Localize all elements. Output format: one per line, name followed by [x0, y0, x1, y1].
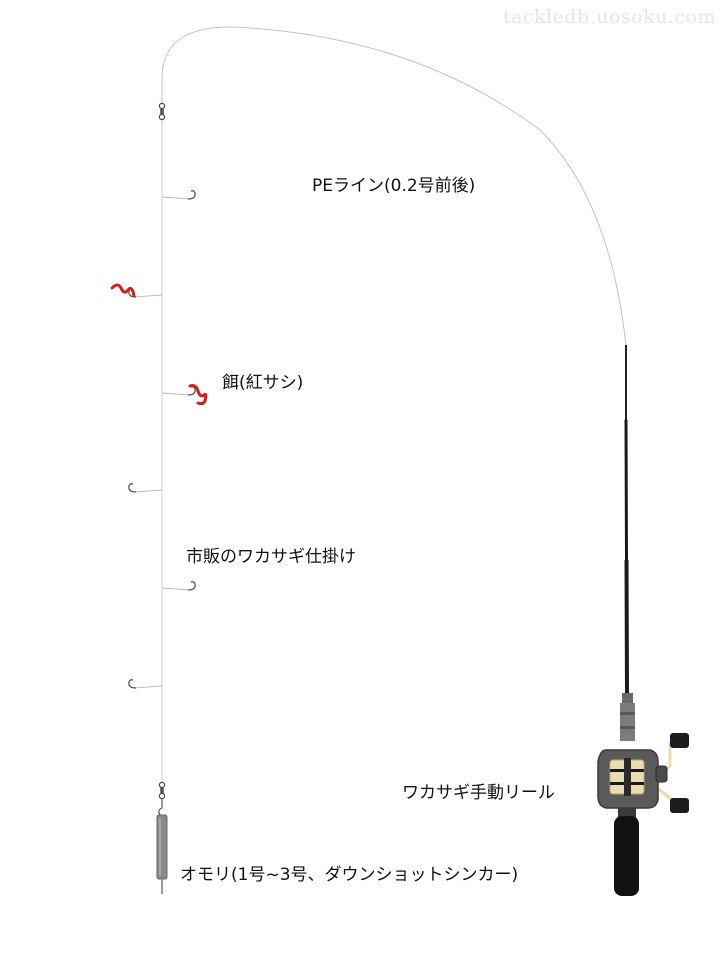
sinker-label: オモリ(1号~3号、ダウンショットシンカー) — [180, 865, 519, 885]
watermark: tackledb.uosoku.com — [502, 6, 716, 28]
reel-icon — [597, 733, 689, 813]
rig-label: 市販のワカサギ仕掛け — [186, 547, 356, 567]
swivel-icon — [158, 102, 166, 121]
pe-line — [161, 26, 627, 346]
sinker-icon — [156, 814, 168, 894]
hook-icon — [128, 679, 163, 689]
pe-line-label: PEライン(0.2号前後) — [312, 176, 476, 196]
bait-label: 餌(紅サシ) — [222, 373, 304, 393]
worm-bait-icon — [188, 384, 208, 406]
reel-label: ワカサギ手動リール — [402, 783, 555, 803]
hook-icon — [161, 386, 196, 396]
swivel-icon — [158, 781, 166, 816]
hook-icon — [161, 581, 196, 591]
rod-grip — [614, 808, 639, 896]
hook-icon — [128, 483, 163, 493]
worm-bait-icon — [110, 283, 136, 298]
fishing-rod-icon — [620, 345, 635, 741]
hook-icon — [161, 190, 196, 200]
